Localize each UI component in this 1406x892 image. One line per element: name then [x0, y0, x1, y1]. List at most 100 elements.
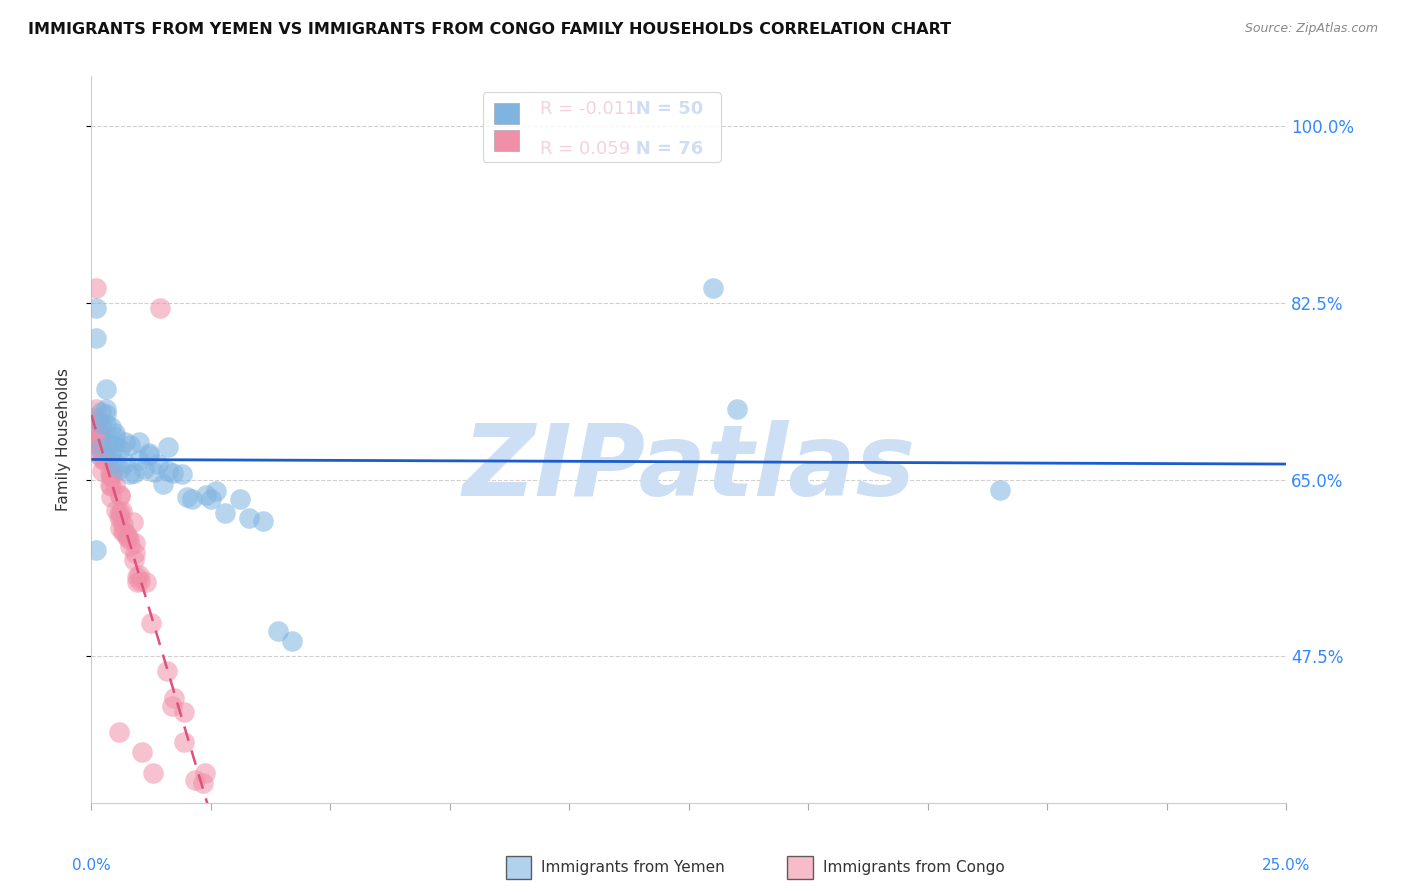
Point: [94, 448, 117, 462]
Point: [86, 413, 108, 427]
Point: [91, 464, 114, 478]
Point: [94, 417, 117, 431]
Point: [138, 446, 160, 460]
Point: [156, 441, 179, 455]
Point: [108, 488, 131, 502]
Point: [194, 765, 217, 780]
Point: [84, 331, 107, 345]
Point: [163, 691, 186, 706]
Point: [84, 281, 107, 295]
Point: [122, 553, 145, 567]
Point: [100, 437, 122, 451]
Point: [104, 478, 127, 492]
Point: [122, 516, 145, 530]
Point: [200, 492, 222, 507]
Point: [108, 442, 131, 456]
Point: [105, 503, 128, 517]
Point: [118, 438, 141, 452]
Point: [108, 725, 131, 739]
Point: [132, 462, 155, 476]
Text: 0.0%: 0.0%: [72, 858, 111, 872]
Point: [162, 466, 184, 480]
Point: [87, 414, 110, 428]
Text: Immigrants from Yemen: Immigrants from Yemen: [541, 860, 725, 874]
Point: [110, 521, 132, 535]
Point: [252, 514, 274, 528]
Point: [128, 435, 150, 450]
Point: [104, 430, 127, 444]
Point: [93, 450, 115, 465]
Point: [90, 405, 112, 419]
Point: [100, 469, 122, 483]
Point: [108, 508, 131, 522]
Point: [135, 574, 157, 589]
Point: [100, 420, 122, 434]
Text: R = 0.059: R = 0.059: [540, 139, 630, 158]
Point: [104, 439, 127, 453]
Point: [100, 447, 122, 461]
Point: [90, 440, 112, 454]
Point: [173, 735, 195, 749]
Point: [84, 431, 107, 445]
Point: [115, 528, 138, 542]
Point: [93, 453, 115, 467]
Point: [89, 438, 111, 452]
Point: [86, 431, 108, 445]
Point: [112, 524, 135, 538]
Point: [281, 634, 304, 648]
Text: N = 76: N = 76: [617, 139, 703, 158]
Point: [214, 506, 236, 520]
Point: [125, 570, 148, 584]
Legend: R = -0.011   N = 50, R = 0.059   N = 76: R = -0.011 N = 50, R = 0.059 N = 76: [482, 92, 721, 161]
Point: [98, 466, 121, 480]
Point: [238, 510, 260, 524]
Point: [84, 431, 107, 445]
Point: [118, 467, 141, 481]
Point: [173, 705, 195, 719]
Point: [118, 532, 141, 546]
Point: [87, 447, 110, 461]
Point: [114, 456, 136, 470]
Point: [110, 512, 132, 526]
Point: [152, 477, 174, 491]
Point: [91, 451, 114, 466]
Point: [84, 435, 107, 450]
Point: [725, 402, 748, 417]
Point: [124, 546, 146, 560]
Point: [142, 465, 165, 479]
Text: Immigrants from Congo: Immigrants from Congo: [823, 860, 1004, 874]
Point: [84, 301, 107, 315]
Point: [172, 467, 194, 481]
Text: 25.0%: 25.0%: [1263, 858, 1310, 872]
Point: [180, 492, 202, 507]
Point: [148, 457, 170, 471]
Point: [117, 530, 139, 544]
Text: R = -0.011: R = -0.011: [540, 100, 636, 118]
Point: [89, 433, 111, 447]
Point: [162, 699, 184, 714]
Text: N = 50: N = 50: [617, 100, 703, 118]
Text: ZIPatlas: ZIPatlas: [463, 420, 915, 516]
Point: [94, 382, 117, 396]
Point: [128, 567, 150, 582]
Point: [86, 417, 108, 431]
Point: [86, 419, 108, 434]
Point: [90, 442, 112, 457]
Text: Source: ZipAtlas.com: Source: ZipAtlas.com: [1244, 22, 1378, 36]
Point: [128, 453, 150, 467]
Point: [111, 516, 134, 531]
Point: [111, 504, 134, 518]
Point: [191, 775, 214, 789]
Point: [131, 745, 153, 759]
Point: [96, 437, 118, 451]
Point: [176, 491, 198, 505]
Point: [84, 416, 107, 430]
Point: [108, 462, 131, 476]
Point: [108, 489, 131, 503]
Point: [204, 483, 226, 498]
Point: [84, 437, 107, 451]
Point: [124, 467, 146, 481]
Point: [100, 469, 122, 483]
Point: [702, 281, 724, 295]
Point: [84, 415, 107, 429]
